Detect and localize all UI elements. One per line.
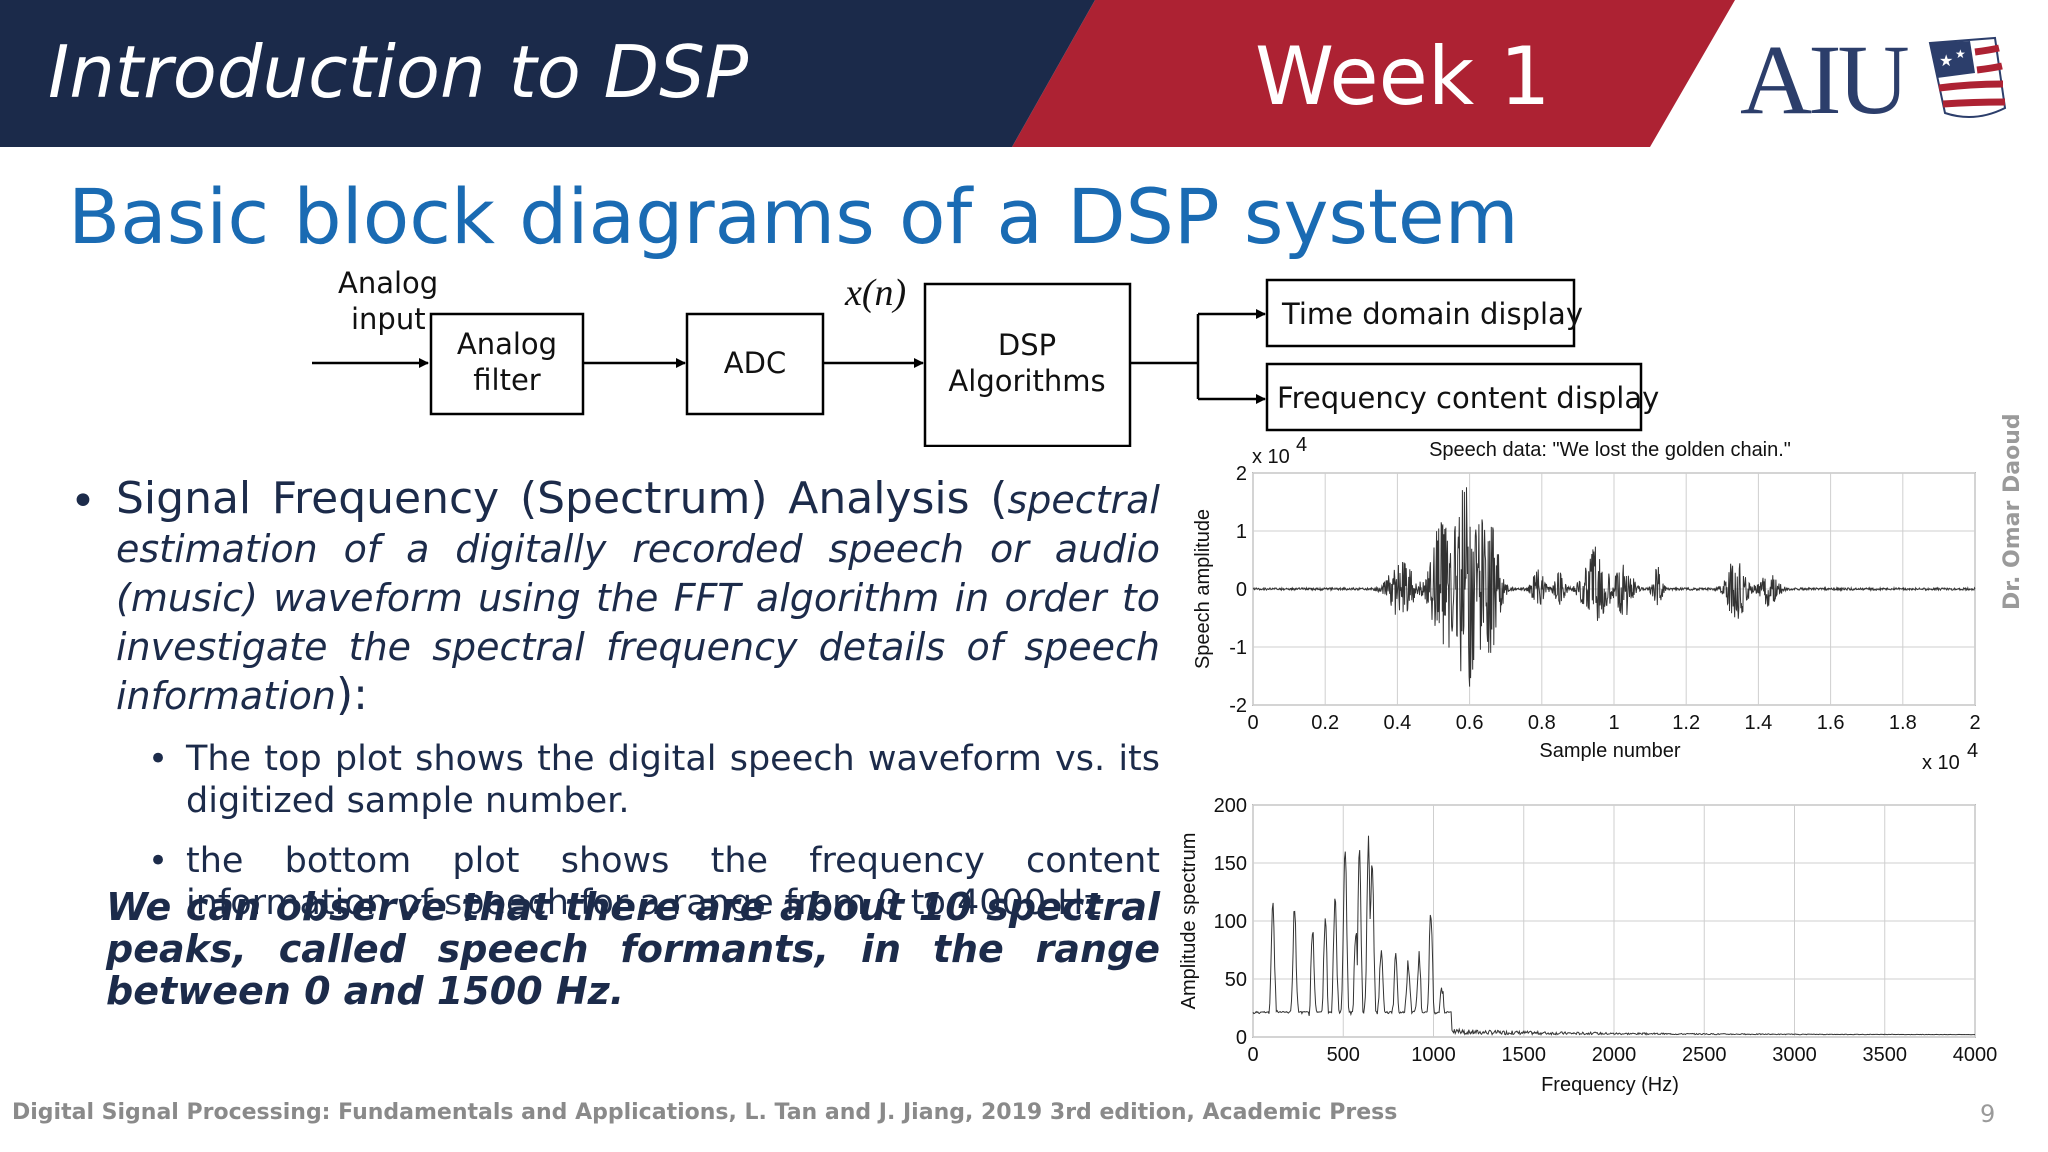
- svg-text:★: ★: [1955, 47, 1966, 61]
- bullet-dot: •: [70, 476, 96, 527]
- sub-bullet-1: • The top plot shows the digital speech …: [148, 738, 1160, 822]
- spectrum-xtick-label: 2000: [1592, 1044, 1637, 1066]
- dsp-algorithms-block: [923, 282, 1132, 447]
- flag-icon: ★ ★: [1928, 36, 2007, 118]
- analog-input-label-2: input: [351, 302, 426, 336]
- analog-filter-label: Analog: [457, 327, 557, 361]
- frequency-display-block: [1265, 362, 1643, 432]
- bullet-dot: •: [148, 739, 169, 779]
- waveform-xtick-label: 1.4: [1744, 712, 1772, 734]
- spectrum-chart: 0 500 1000 1500 2000 2500 3000 3500 4000 0 50 100 1…: [1178, 795, 1997, 1096]
- week-label: Week 1: [1255, 30, 1551, 123]
- waveform-xtick-label: 0.4: [1383, 712, 1411, 734]
- sub-bullet-1-text: The top plot shows the digital speech wa…: [186, 739, 1160, 821]
- bullet-main: • Signal Frequency (Spectrum) Analysis (…: [70, 475, 1160, 720]
- waveform-ytick-label: 0: [1236, 579, 1247, 601]
- bullet-list: • Signal Frequency (Spectrum) Analysis (…: [70, 475, 1160, 924]
- spectrum-xlabel: Frequency (Hz): [1541, 1074, 1679, 1096]
- waveform-x-scale-exp: 4: [1967, 740, 1978, 762]
- spectrum-ytick-label: 0: [1236, 1027, 1247, 1049]
- time-domain-display-block: [1265, 278, 1576, 348]
- signal-label: x(n): [844, 272, 906, 314]
- waveform-xtick-label: 1.6: [1817, 712, 1845, 734]
- waveform-xtick-label: 1: [1608, 712, 1619, 734]
- spectrum-ylabel: Amplitude spectrum: [1178, 833, 1200, 1010]
- spectrum-xtick-label: 1000: [1411, 1044, 1456, 1066]
- analog-filter-label-2: filter: [473, 363, 541, 397]
- waveform-xtick-label: 0.6: [1456, 712, 1484, 734]
- waveform-x-scale: x 10: [1922, 752, 1960, 774]
- waveform-y-ticks: -2 -1 0 1 2: [1229, 463, 1247, 717]
- header-red-band: [1012, 0, 1735, 147]
- sub-bullet-2-text: the bottom plot shows the frequency cont…: [186, 841, 1160, 923]
- waveform-ytick-label: -1: [1229, 637, 1247, 659]
- waveform-series: [1252, 487, 1976, 687]
- speech-charts: Speech data: "We lost the golden chain."…: [1178, 435, 1997, 1096]
- dsp-block-diagram: Analog input Analog filter ADC x(n) DSP …: [312, 266, 1659, 447]
- waveform-title: Speech data: "We lost the golden chain.": [1429, 439, 1791, 461]
- waveform-xtick-label: 0: [1247, 712, 1258, 734]
- spectrum-xtick-label: 2500: [1682, 1044, 1727, 1066]
- adc-block: [685, 312, 825, 416]
- waveform-xtick-label: 0.8: [1528, 712, 1556, 734]
- waveform-xtick-label: 1.8: [1889, 712, 1917, 734]
- waveform-ytick-label: 1: [1236, 521, 1247, 543]
- header-navy-band: [0, 0, 1095, 147]
- spectrum-xtick-label: 4000: [1953, 1044, 1998, 1066]
- waveform-y-scale-exp: 4: [1296, 435, 1307, 456]
- footer-reference: Digital Signal Processing: Fundamentals …: [12, 1100, 1398, 1125]
- spectrum-ytick-label: 100: [1214, 911, 1247, 933]
- spectrum-ytick-label: 50: [1225, 969, 1247, 991]
- waveform-ylabel: Speech amplitude: [1192, 509, 1214, 669]
- spectrum-xtick-label: 1500: [1502, 1044, 1547, 1066]
- waveform-ytick-label: -2: [1229, 695, 1247, 717]
- waveform-chart: Speech data: "We lost the golden chain."…: [1192, 435, 1981, 774]
- spectrum-ytick-label: 200: [1214, 795, 1247, 817]
- frequency-display-label: Frequency content display: [1277, 381, 1659, 415]
- waveform-xtick-label: 0.2: [1311, 712, 1339, 734]
- spectrum-xtick-label: 3000: [1772, 1044, 1817, 1066]
- dsp-label-2: Algorithms: [948, 364, 1105, 398]
- bullet-dot: •: [148, 841, 169, 881]
- bullet-main-italic: spectral estimation of a digitally recor…: [116, 478, 1160, 718]
- time-domain-display-label: Time domain display: [1281, 297, 1583, 331]
- bullet-main-end: ):: [335, 669, 368, 720]
- spectrum-x-ticks: 0 500 1000 1500 2000 2500 3000 3500 4000: [1247, 1044, 1997, 1066]
- sub-bullet-2: • the bottom plot shows the frequency co…: [148, 840, 1160, 924]
- waveform-y-scale: x 10: [1252, 446, 1290, 468]
- analog-filter-block: [429, 312, 585, 416]
- waveform-ytick-label: 2: [1236, 463, 1247, 485]
- slide-title: Basic block diagrams of a DSP system: [68, 172, 1519, 261]
- waveform-x-ticks: 0 0.2 0.4 0.6 0.8 1 1.2 1.4 1.6 1.8 2: [1247, 712, 1980, 734]
- course-title: Introduction to DSP: [48, 30, 749, 114]
- header-banner: [0, 0, 2048, 150]
- author-name: Dr. Omar Daoud: [2000, 413, 2025, 610]
- waveform-xtick-label: 2: [1969, 712, 1980, 734]
- waveform-xlabel: Sample number: [1539, 740, 1681, 762]
- spectrum-ytick-label: 150: [1214, 853, 1247, 875]
- spectrum-y-ticks: 0 50 100 150 200: [1214, 795, 1247, 1049]
- spectrum-xtick-label: 3500: [1863, 1044, 1908, 1066]
- logo-text: AIU: [1740, 28, 1909, 128]
- dsp-label: DSP: [998, 328, 1056, 362]
- svg-text:★: ★: [1939, 53, 1953, 70]
- bullet-main-text: Signal Frequency (Spectrum) Analysis (sp…: [116, 475, 1160, 720]
- aiu-logo: AIU ★ ★: [1740, 28, 2007, 128]
- bullet-main-start: Signal Frequency (Spectrum) Analysis (: [116, 473, 1008, 524]
- spectrum-series: [1252, 835, 1976, 1036]
- conclusion-text: We can observe that there are about 10 s…: [106, 885, 1160, 1013]
- spectrum-xtick-label: 500: [1327, 1044, 1360, 1066]
- analog-input-label: Analog: [338, 266, 438, 300]
- spectrum-xtick-label: 0: [1247, 1044, 1258, 1066]
- adc-label: ADC: [724, 346, 786, 380]
- page-number: 9: [1980, 1100, 1996, 1128]
- waveform-xtick-label: 1.2: [1672, 712, 1700, 734]
- spectrum-grid: [1252, 804, 1976, 1038]
